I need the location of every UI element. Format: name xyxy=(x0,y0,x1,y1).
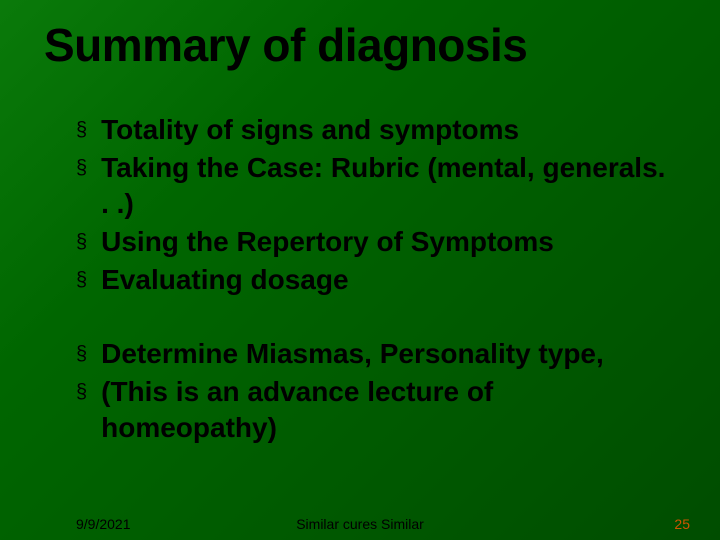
slide: Summary of diagnosis § Totality of signs… xyxy=(0,0,720,540)
bullet-text: Determine Miasmas, Personality type, xyxy=(101,336,604,372)
bullet-text: Taking the Case: Rubric (mental, general… xyxy=(101,150,670,222)
bullet-item: § Evaluating dosage xyxy=(76,262,670,298)
bullet-text: Totality of signs and symptoms xyxy=(101,112,519,148)
footer-center-text: Similar cures Similar xyxy=(296,516,424,532)
bullet-item: § Determine Miasmas, Personality type, xyxy=(76,336,670,372)
bullet-marker-icon: § xyxy=(76,262,87,298)
bullet-marker-icon: § xyxy=(76,336,87,372)
bullet-marker-icon: § xyxy=(76,150,87,186)
footer-page-number: 25 xyxy=(674,516,690,532)
bullet-group-2: § Determine Miasmas, Personality type, §… xyxy=(76,336,670,446)
bullet-group-1: § Totality of signs and symptoms § Takin… xyxy=(76,112,670,298)
bullet-text: Evaluating dosage xyxy=(101,262,348,298)
bullet-item: § (This is an advance lecture of homeopa… xyxy=(76,374,670,446)
slide-title: Summary of diagnosis xyxy=(44,18,527,72)
bullet-marker-icon: § xyxy=(76,224,87,260)
bullet-marker-icon: § xyxy=(76,112,87,148)
slide-content: § Totality of signs and symptoms § Takin… xyxy=(76,112,670,484)
footer-date: 9/9/2021 xyxy=(76,516,131,532)
bullet-item: § Totality of signs and symptoms xyxy=(76,112,670,148)
bullet-item: § Taking the Case: Rubric (mental, gener… xyxy=(76,150,670,222)
bullet-text: Using the Repertory of Symptoms xyxy=(101,224,554,260)
bullet-marker-icon: § xyxy=(76,374,87,410)
bullet-text: (This is an advance lecture of homeopath… xyxy=(101,374,670,446)
bullet-item: § Using the Repertory of Symptoms xyxy=(76,224,670,260)
